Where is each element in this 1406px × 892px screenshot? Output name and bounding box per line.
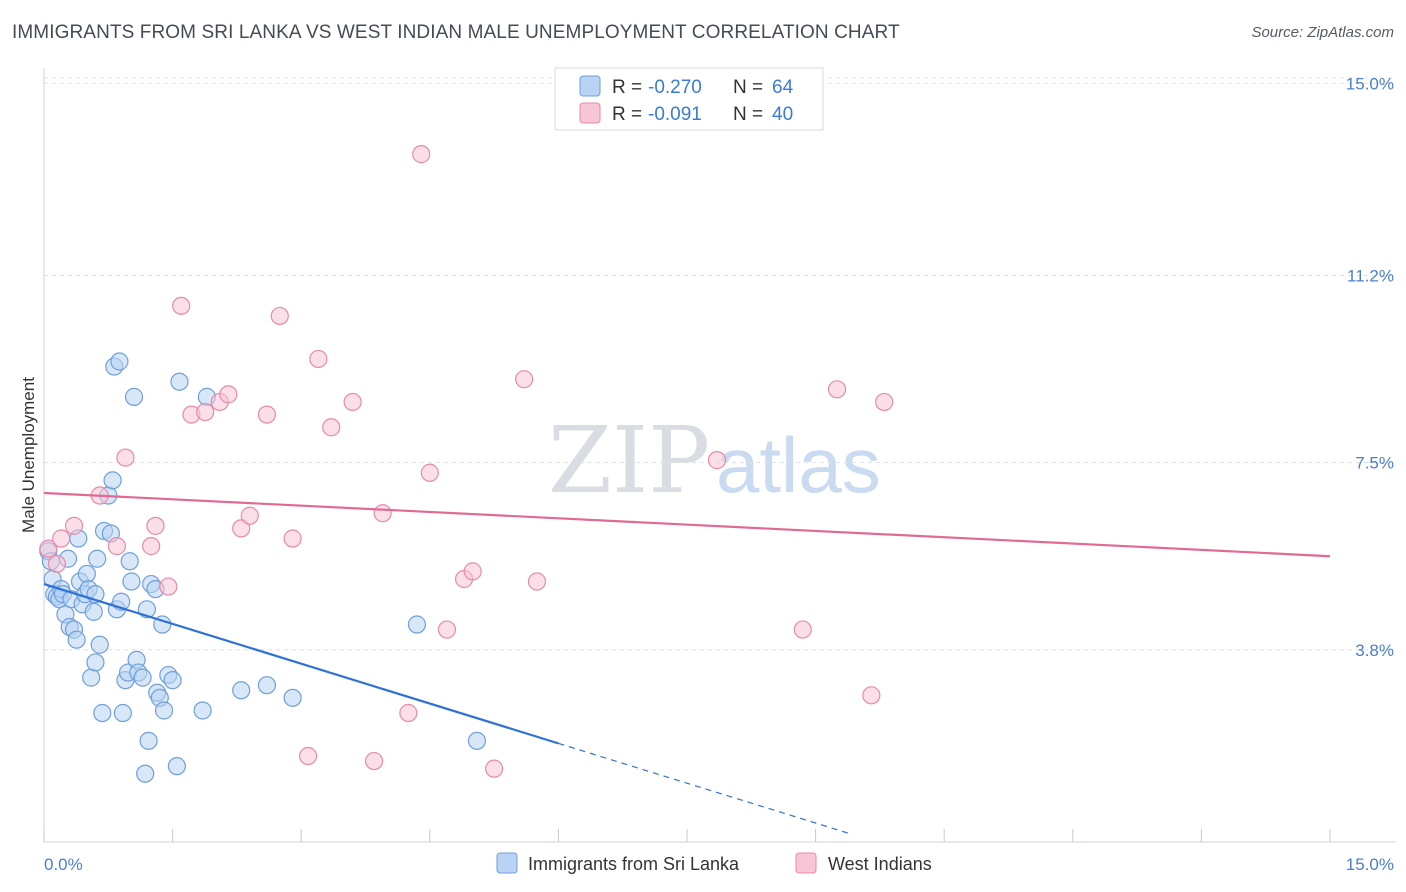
west-indians-point-27: [412, 145, 431, 164]
west-indians-point-29: [437, 620, 457, 639]
sri-lanka-point-56: [193, 701, 212, 720]
sri-lanka-point-58: [232, 681, 251, 700]
west-indians-point-19: [283, 529, 302, 548]
west-indians-point-8: [146, 516, 165, 535]
west-indians-point-1: [47, 554, 66, 573]
west-indians-point-5: [107, 537, 126, 556]
west-indians-point-17: [257, 405, 277, 424]
west-indians-point-23: [343, 392, 362, 412]
legend-n-value-blue: 64: [772, 77, 794, 98]
sri-lanka-point-39: [124, 387, 144, 406]
y-tick-labels: 3.8% 7.5% 11.2% 15.0%: [1346, 74, 1394, 660]
west-indians-point-12: [196, 402, 215, 422]
west-indians-point-21: [309, 349, 328, 369]
sri-lanka-point-59: [257, 676, 277, 695]
west-indians-point-15: [232, 519, 251, 538]
sri-lanka-point-54: [167, 757, 186, 776]
west-indians-point-10: [172, 296, 191, 315]
west-indians-point-33: [515, 370, 534, 389]
west-indians-point-35: [707, 451, 727, 470]
west-indians-point-34: [527, 572, 547, 591]
sri-lanka-point-32: [110, 352, 129, 371]
sri-lanka-point-25: [93, 703, 112, 723]
legend-r-value-blue: -0.270: [648, 77, 702, 98]
west-indians-point-37: [827, 380, 847, 399]
bottom-legend: Immigrants from Sri Lanka West Indians: [496, 852, 932, 874]
trend-lines: [43, 491, 1331, 835]
sri-lanka-point-42: [133, 668, 152, 687]
sri-lanka-point-20: [82, 668, 101, 687]
y-tick-label-3: 15.0%: [1346, 74, 1394, 93]
sri-lanka-point-22: [86, 653, 105, 672]
sri-lanka-point-24: [90, 635, 109, 654]
sri-lanka-point-21: [84, 602, 103, 621]
sri-lanka-point-29: [103, 471, 122, 490]
trend-line-sri-lanka-extension: [558, 742, 851, 835]
west-indians-point-32: [485, 759, 504, 778]
legend-r-label-blue: R =: [612, 77, 642, 98]
west-indians-point-25: [373, 504, 392, 523]
sri-lanka-point-43: [136, 764, 155, 783]
chart-title: IMMIGRANTS FROM SRI LANKA VS WEST INDIAN…: [12, 22, 900, 43]
west-indians-point-26: [399, 703, 418, 723]
y-axis-label: Male Unemployment: [19, 377, 38, 533]
trend-line-sri-lanka: [43, 582, 559, 745]
west-indians-point-0: [39, 539, 58, 558]
legend-swatch-pink: [579, 102, 601, 124]
legend-n-label-blue: N =: [733, 77, 763, 98]
watermark-zip: ZIP: [548, 407, 710, 514]
west-indians-point-3: [64, 516, 84, 535]
x-tick-label-max: 15.0%: [1346, 855, 1394, 874]
legend-box: R = -0.270 N = 64 R = -0.091 N = 40: [554, 67, 824, 131]
west-indians-point-7: [142, 537, 161, 556]
west-indians-point-22: [322, 418, 341, 437]
sri-lanka-point-18: [77, 564, 96, 584]
bottom-legend-label-pink: West Indians: [828, 854, 932, 874]
legend-swatch-blue: [579, 75, 601, 97]
y-tick-label-1: 7.5%: [1355, 454, 1394, 473]
legend-r-label-pink: R =: [612, 104, 642, 125]
west-indians-point-24: [364, 751, 384, 771]
sri-lanka-point-61: [407, 615, 427, 634]
west-indians-point-39: [875, 392, 894, 412]
sri-lanka-point-45: [139, 731, 158, 750]
west-indians-point-38: [862, 686, 881, 705]
west-indians-point-9: [159, 577, 178, 596]
sri-lanka-point-55: [170, 372, 189, 391]
y-tick-label-2: 11.2%: [1347, 266, 1394, 285]
bottom-legend-swatch-blue: [496, 852, 518, 874]
west-indians-point-14: [219, 385, 238, 404]
bottom-legend-swatch-pink: [795, 852, 817, 874]
west-indians-point-6: [116, 448, 135, 467]
bottom-legend-label-blue: Immigrants from Sri Lanka: [528, 854, 740, 874]
west-indians-point-2: [52, 529, 71, 548]
x-tick-label-min: 0.0%: [44, 855, 83, 874]
legend-n-value-pink: 40: [772, 104, 793, 125]
legend-r-value-pink: -0.091: [648, 104, 702, 125]
sri-lanka-point-51: [154, 701, 174, 720]
sri-lanka-point-38: [122, 572, 141, 591]
west-indians-point-28: [420, 463, 439, 482]
y-tick-label-0: 3.8%: [1355, 641, 1394, 660]
sri-lanka-point-23: [88, 549, 107, 568]
sri-lanka-point-13: [67, 630, 86, 649]
sri-lanka-point-53: [163, 671, 182, 690]
west-indians-point-18: [270, 306, 289, 326]
source-label: Source: ZipAtlas.com: [1251, 24, 1394, 41]
west-indians-point-31: [463, 562, 482, 581]
trend-line-west-indians: [43, 491, 1331, 558]
sri-lanka-point-60: [283, 688, 302, 707]
sri-lanka-point-62: [467, 731, 487, 750]
west-indians-point-20: [298, 746, 318, 766]
sri-lanka-point-34: [113, 703, 132, 723]
series-west-indians-points: [39, 145, 894, 778]
x-ticks: [43, 829, 1331, 842]
gridlines: [44, 77, 1396, 651]
west-indians-point-36: [793, 620, 812, 639]
sri-lanka-point-37: [120, 552, 139, 571]
west-indians-point-16: [240, 506, 259, 525]
watermark-atlas: atlas: [716, 421, 881, 509]
legend-n-label-pink: N =: [733, 104, 763, 125]
